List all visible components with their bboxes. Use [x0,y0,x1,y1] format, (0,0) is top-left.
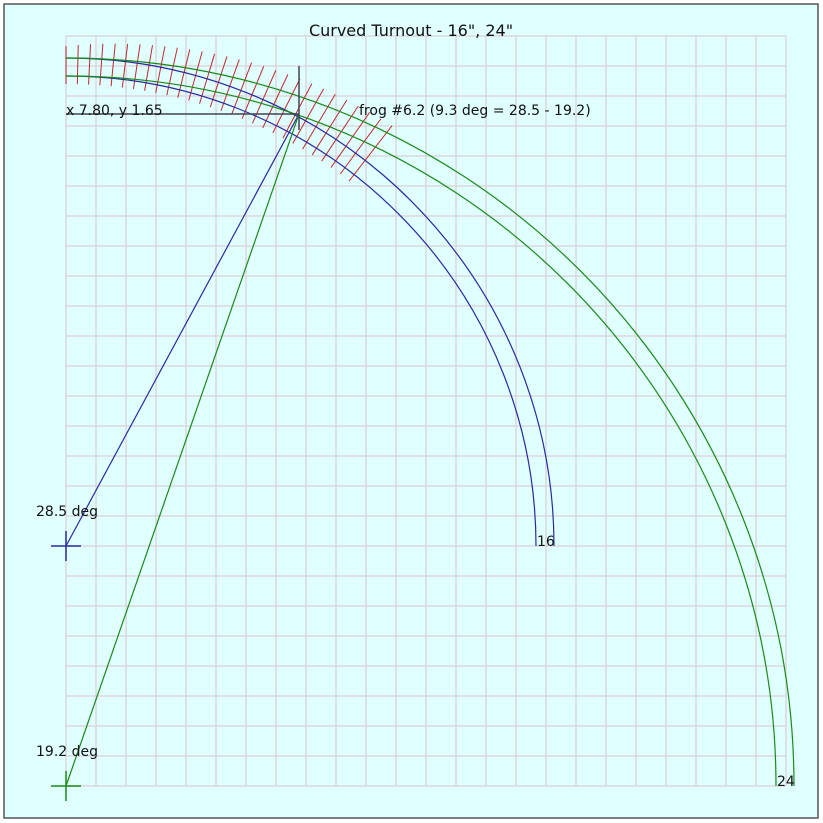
rail [65,75,537,547]
tracks [51,57,795,801]
tie [209,56,228,108]
position-label: x 7.80, y 1.65 [66,103,163,119]
tie [241,66,265,120]
title: Curved Turnout - 16", 24" [309,21,513,40]
tie [339,118,382,175]
tie [302,93,336,150]
rail [65,75,777,787]
tie [262,74,289,129]
radius-line [65,113,300,787]
tie [99,43,104,86]
tie [88,44,92,85]
tie [76,44,79,85]
rail [65,57,555,547]
radius-label: 16 [537,534,555,550]
tie [121,43,129,88]
frog-label: frog #6.2 (9.3 deg = 28.5 - 19.2) [359,103,591,119]
radius-label: 24 [777,774,795,790]
frame [3,3,819,819]
tie [311,99,348,156]
tie [231,62,252,115]
tie [348,125,393,182]
grid [65,35,787,787]
tie [282,83,313,139]
tie [292,88,325,144]
tie [272,78,301,134]
angle-label: 28.5 deg [36,504,98,520]
tie [220,59,240,111]
angle-label: 19.2 deg [36,744,98,760]
tie [110,43,116,87]
tie [321,105,359,162]
rail [65,57,795,787]
radius-line [65,113,300,547]
